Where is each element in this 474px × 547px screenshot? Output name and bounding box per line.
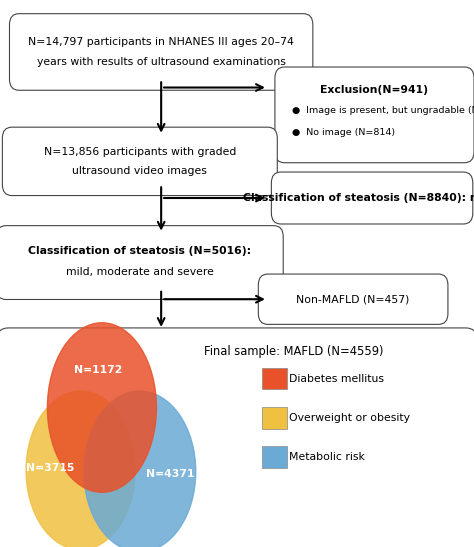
Ellipse shape [47, 323, 156, 492]
FancyBboxPatch shape [262, 446, 287, 468]
Text: N=4371: N=4371 [146, 469, 195, 479]
Text: ●  No image (N=814): ● No image (N=814) [292, 129, 395, 137]
FancyBboxPatch shape [271, 172, 473, 224]
FancyBboxPatch shape [262, 368, 287, 389]
Text: Classification of steatosis (N=8840): none: Classification of steatosis (N=8840): no… [244, 193, 474, 203]
FancyBboxPatch shape [258, 274, 448, 324]
Ellipse shape [26, 391, 135, 547]
Text: N=13,856 participants with graded: N=13,856 participants with graded [44, 147, 236, 156]
Text: N=3715: N=3715 [26, 463, 74, 473]
FancyBboxPatch shape [0, 328, 474, 547]
Text: ●  Image is present, but ungradable (N=127): ● Image is present, but ungradable (N=12… [292, 106, 474, 115]
Text: N=14,797 participants in NHANES III ages 20–74: N=14,797 participants in NHANES III ages… [28, 37, 294, 47]
Text: mild, moderate and severe: mild, moderate and severe [66, 267, 214, 277]
Ellipse shape [84, 391, 196, 547]
FancyBboxPatch shape [2, 127, 277, 196]
FancyBboxPatch shape [0, 225, 283, 300]
Text: ultrasound video images: ultrasound video images [73, 166, 207, 176]
Text: N=1172: N=1172 [74, 365, 122, 375]
FancyBboxPatch shape [275, 67, 474, 163]
Text: Final sample: MAFLD (N=4559): Final sample: MAFLD (N=4559) [204, 345, 383, 358]
Text: Metabolic risk: Metabolic risk [289, 452, 365, 462]
Text: Exclusion(N=941): Exclusion(N=941) [320, 85, 428, 95]
FancyBboxPatch shape [262, 407, 287, 429]
Text: Classification of steatosis (N=5016):: Classification of steatosis (N=5016): [28, 246, 251, 255]
Text: Overweight or obesity: Overweight or obesity [289, 413, 410, 423]
Text: Diabetes mellitus: Diabetes mellitus [289, 374, 384, 383]
FancyBboxPatch shape [9, 14, 313, 90]
Text: Non-MAFLD (N=457): Non-MAFLD (N=457) [296, 294, 410, 304]
Text: years with results of ultrasound examinations: years with results of ultrasound examina… [36, 57, 286, 67]
